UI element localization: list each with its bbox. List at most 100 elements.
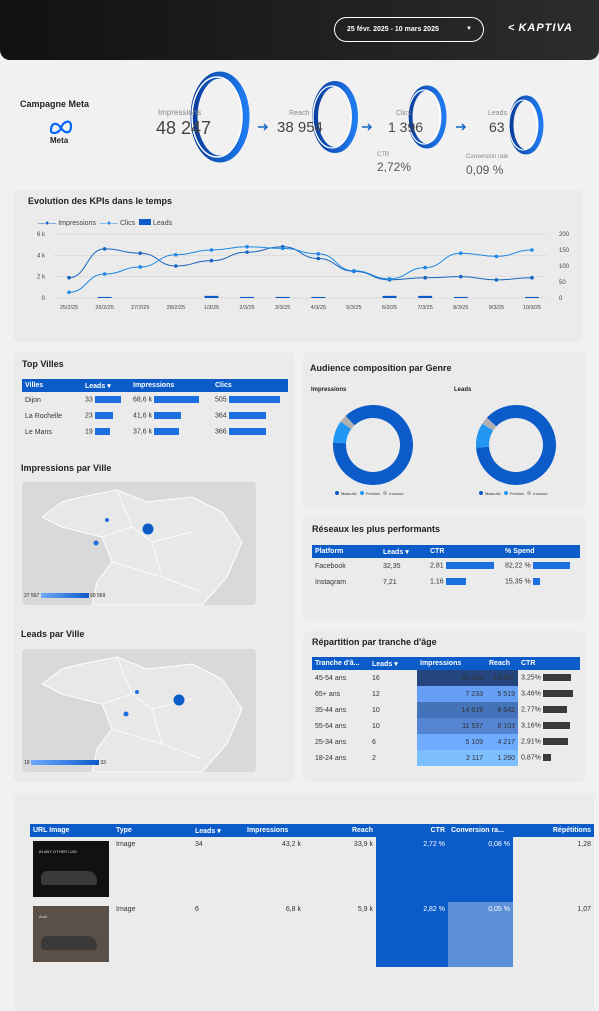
data-point-clics[interactable] — [387, 277, 392, 281]
leads-map[interactable]: 19 33 — [22, 649, 256, 772]
table-row[interactable]: IN ANY OTHER CAR. Image 34 43,2 k 33,9 k… — [30, 837, 594, 902]
table-row[interactable]: 25-34 ans 6 5 109 4 217 2,91% — [312, 734, 580, 750]
date-range-picker[interactable]: 25 févr. 2025 - 10 mars 2025 ▼ — [334, 17, 484, 42]
data-point-impressions[interactable] — [530, 275, 534, 280]
leads-bar[interactable] — [204, 295, 219, 298]
donut-slice-masculin[interactable] — [476, 405, 556, 485]
data-point-clics[interactable] — [102, 272, 107, 276]
leads-bar[interactable] — [418, 295, 433, 298]
col-leads[interactable]: Leads ▾ — [380, 545, 427, 558]
data-point-clics[interactable] — [423, 265, 427, 270]
col-leads-label: Leads — [383, 548, 404, 556]
data-point-clics[interactable] — [245, 245, 249, 249]
chevron-down-icon: ▼ — [466, 26, 472, 32]
data-point-impressions[interactable] — [316, 256, 321, 261]
leads-bar[interactable] — [97, 296, 112, 298]
data-point-clics[interactable] — [530, 248, 534, 252]
leads-bar[interactable] — [453, 296, 468, 298]
leads-gender-donut[interactable] — [473, 402, 559, 488]
table-row[interactable]: 18-24 ans 2 2 117 1 260 0,87% — [312, 750, 580, 766]
col-leads[interactable]: Leads ▾ — [369, 657, 417, 670]
donut-slice-féminin[interactable] — [333, 421, 352, 444]
col-url-image[interactable]: URL Image — [30, 824, 113, 837]
data-point-impressions[interactable] — [138, 251, 143, 255]
donut-slice-féminin[interactable] — [476, 423, 494, 448]
impressions-map[interactable]: 27 567 68 569 — [22, 482, 256, 605]
data-point-clics[interactable] — [174, 253, 178, 257]
image-cell[interactable]: Audi — [30, 902, 113, 967]
ctr-cell: 2,72 % — [376, 837, 448, 902]
table-row[interactable]: 55-64 ans 10 11 537 8 103 3,16% — [312, 718, 580, 734]
leads-bar[interactable] — [240, 296, 255, 298]
data-point-clics[interactable] — [352, 269, 356, 273]
col-reach[interactable]: Reach — [486, 657, 518, 670]
col-villes[interactable]: Villes — [22, 379, 82, 392]
reach-cell: 5 519 — [486, 686, 518, 702]
col-leads[interactable]: Leads ▾ — [192, 824, 244, 837]
data-point-impressions[interactable] — [245, 250, 249, 254]
col-conversion-rate[interactable]: Conversion ra... — [448, 824, 513, 837]
x-tick: 5/3/25 — [346, 305, 361, 311]
col-ctr[interactable]: CTR — [518, 657, 580, 670]
col-impressions[interactable]: Impressions — [417, 657, 486, 670]
col-ctr[interactable]: CTR — [427, 545, 502, 558]
data-point-impressions[interactable] — [423, 275, 427, 280]
data-point-clics[interactable] — [494, 254, 499, 259]
leads-bar[interactable] — [311, 296, 326, 298]
data-point-clics[interactable] — [316, 252, 321, 256]
col-repetitions[interactable]: Répétitions — [513, 824, 594, 837]
data-point-impressions[interactable] — [67, 275, 71, 280]
leads-bar[interactable] — [382, 295, 397, 298]
data-point-impressions[interactable] — [209, 258, 214, 263]
age-table: Tranche d'â... Leads ▾ Impressions Reach… — [312, 657, 580, 766]
data-point-impressions[interactable] — [174, 264, 178, 268]
col-leads[interactable]: Leads ▾ — [82, 379, 130, 392]
data-point-impressions[interactable] — [102, 247, 107, 251]
ad-thumbnail[interactable]: Audi — [33, 906, 109, 962]
table-row[interactable]: Dijon 33 68,6 k 505 — [22, 392, 288, 408]
table-row[interactable]: Instagram 7,21 1,16 15,35 % — [312, 574, 580, 590]
ad-thumbnail[interactable]: IN ANY OTHER CAR. — [33, 841, 109, 897]
ctr-cell: 3,16% — [518, 718, 580, 734]
table-row[interactable]: Audi Image 6 6,8 k 5,9 k 2,82 % 0,05 % 1… — [30, 902, 594, 967]
leads-cell: 6 — [372, 738, 376, 746]
donut-slice-inconnu[interactable] — [340, 415, 355, 430]
table-row[interactable]: La Rochelle 23 41,6 k 364 — [22, 408, 288, 424]
leads-bar[interactable] — [275, 296, 290, 298]
table-row[interactable]: 65+ ans 12 7 233 5 519 3,46% — [312, 686, 580, 702]
data-point-impressions[interactable] — [458, 274, 463, 279]
data-point-clics[interactable] — [280, 246, 285, 251]
la-rochelle-marker[interactable] — [123, 711, 129, 717]
table-row[interactable]: Facebook 32,35 2,81 82,22 % — [312, 558, 580, 574]
table-row[interactable]: 45-54 ans 16 22 688 12 957 3,25% — [312, 670, 580, 686]
impressions-value: 41,6 k — [133, 412, 153, 420]
table-row[interactable]: 35-44 ans 10 14 619 8 642 2,77% — [312, 702, 580, 718]
la-rochelle-marker[interactable] — [93, 540, 99, 546]
leads-bar[interactable] — [525, 296, 539, 298]
col-impressions[interactable]: Impressions — [244, 824, 304, 837]
data-point-impressions[interactable] — [494, 278, 499, 282]
image-cell[interactable]: IN ANY OTHER CAR. — [30, 837, 113, 902]
col-reach[interactable]: Reach — [304, 824, 376, 837]
donut-slice-masculin[interactable] — [333, 405, 413, 485]
table-row[interactable]: Le Mans 19 37,6 k 366 — [22, 424, 288, 440]
data-point-clics[interactable] — [138, 265, 143, 269]
col-impressions[interactable]: Impressions — [130, 379, 212, 392]
impressions-cell: 6,8 k — [285, 906, 301, 913]
impressions-gender-donut[interactable] — [330, 402, 416, 488]
data-point-clics[interactable] — [209, 248, 214, 252]
col-type[interactable]: Type — [113, 824, 192, 837]
le-mans-marker[interactable] — [135, 690, 139, 694]
le-mans-marker[interactable] — [105, 518, 109, 522]
col-clics[interactable]: Clics — [212, 379, 288, 392]
col-platform[interactable]: Platform — [312, 545, 380, 558]
data-point-clics[interactable] — [67, 290, 71, 295]
kaptiva-logo-icon: < — [508, 22, 516, 34]
col-spend[interactable]: % Spend — [502, 545, 580, 558]
data-point-clics[interactable] — [458, 251, 463, 255]
donut-slice-inconnu[interactable] — [482, 417, 497, 431]
dijon-marker[interactable] — [142, 523, 154, 535]
col-ctr[interactable]: CTR — [376, 824, 448, 837]
col-tranche[interactable]: Tranche d'â... — [312, 657, 369, 670]
dijon-marker[interactable] — [173, 694, 185, 706]
